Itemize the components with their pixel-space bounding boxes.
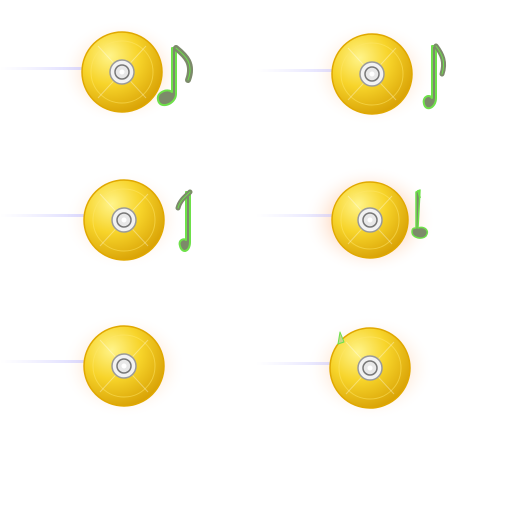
sprite-frame-1 xyxy=(0,0,256,140)
sprite-frame-5-art xyxy=(0,286,256,426)
sprite-frame-6 xyxy=(256,286,512,426)
lens-flare xyxy=(0,67,84,70)
sprite-frame-3 xyxy=(0,142,256,282)
sprite-frame-4-art xyxy=(256,142,512,282)
sprite-frame-5 xyxy=(0,286,256,426)
sprite-frame-2-art xyxy=(256,0,512,140)
lens-flare xyxy=(256,69,334,72)
sprite-frame-2 xyxy=(256,0,512,140)
sprite-frame-6-art xyxy=(256,286,512,426)
sprite-frame-1-art xyxy=(0,0,256,140)
lens-flare xyxy=(256,214,332,217)
lens-flare xyxy=(0,360,86,363)
lens-flare xyxy=(0,214,86,217)
sprite-frame-3-art xyxy=(0,142,256,282)
sprite-frame-4 xyxy=(256,142,512,282)
lens-flare xyxy=(256,362,332,365)
